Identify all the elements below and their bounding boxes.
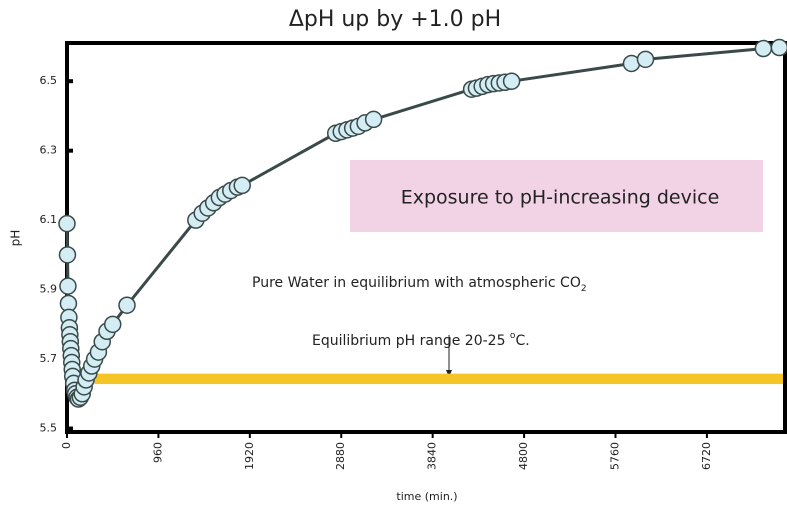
x-tick-label: 1920 [243, 442, 256, 470]
data-point [103, 315, 122, 334]
x-tick-label: 4800 [517, 442, 530, 470]
x-tick-label: 6720 [700, 442, 713, 470]
data-point [59, 277, 77, 295]
data-point [58, 246, 77, 264]
data-point [58, 214, 76, 233]
x-tick-label: 960 [151, 442, 164, 463]
y-tick-label: 5.7 [40, 352, 58, 365]
data-point [502, 72, 521, 90]
range-sup: o [510, 331, 516, 341]
x-tick-label: 2880 [334, 442, 347, 470]
y-tick-label: 6.1 [40, 213, 58, 226]
y-tick-label: 5.5 [40, 422, 58, 435]
range-text: Equilibrium pH range 20-25 [312, 333, 510, 349]
x-axis-label: time (min.) [396, 490, 457, 503]
water-text: Pure Water in equilibrium with atmospher… [252, 275, 581, 291]
data-point [636, 50, 655, 69]
water-sub: 2 [581, 284, 587, 294]
equilibrium-band [94, 373, 786, 385]
data-point [770, 38, 787, 57]
range-unit: C. [515, 333, 529, 349]
x-tick-label: 3840 [426, 442, 439, 470]
data-point [754, 39, 773, 58]
data-point [118, 296, 136, 314]
chart-title: ΔpH up by +1.0 pH [289, 7, 501, 32]
device-label: Exposure to pH-increasing device [401, 187, 720, 209]
device-box [350, 160, 763, 232]
range-label: Equilibrium pH range 20-25 oC. [312, 331, 530, 350]
y-axis-label: pH [9, 230, 23, 247]
water-label: Pure Water in equilibrium with atmospher… [252, 275, 587, 294]
data-point [233, 176, 251, 195]
y-tick-label: 6.3 [40, 144, 58, 157]
y-tick-label: 6.5 [40, 74, 58, 87]
x-tick-label: 5760 [608, 442, 621, 470]
y-tick-label: 5.9 [40, 283, 58, 296]
x-tick-label: 0 [60, 442, 73, 449]
data-point [364, 110, 383, 129]
arrow-head [446, 370, 452, 377]
